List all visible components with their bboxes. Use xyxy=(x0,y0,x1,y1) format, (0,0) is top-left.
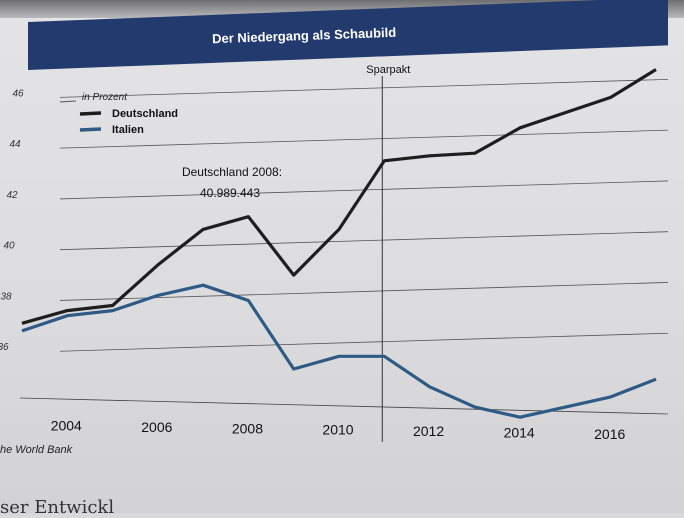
gridline xyxy=(59,282,669,301)
gridline xyxy=(59,78,669,98)
x-tick-label: 2006 xyxy=(141,419,172,435)
y-tick-label: 36 xyxy=(0,342,9,353)
x-axis-ticks: 2004 2006 2008 2010 2012 2014 2016 xyxy=(51,418,626,442)
legend: in Prozent Deutschland Italien xyxy=(59,92,178,136)
gridlines xyxy=(19,78,669,415)
x-tick-label: 2014 xyxy=(504,424,535,440)
legend-swatch-italien xyxy=(79,127,102,132)
y-tick-label: 42 xyxy=(6,190,18,201)
y-axis-ticks: 46 44 42 40 38 36 xyxy=(0,88,24,353)
x-tick-label: 2016 xyxy=(594,426,625,442)
legend-unit-swatch xyxy=(59,100,77,103)
series-line-deutschland xyxy=(21,68,657,325)
event-label: Sparpakt xyxy=(366,64,410,76)
source-credit: he World Bank xyxy=(0,444,73,456)
baseline xyxy=(19,397,669,415)
annotation-value: 40.989.443 xyxy=(200,186,260,200)
series-lines xyxy=(21,68,657,419)
y-tick-label: 40 xyxy=(3,241,15,252)
gridline xyxy=(59,332,669,352)
gridline xyxy=(59,129,669,149)
y-tick-label: 46 xyxy=(12,88,24,99)
annotation: Deutschland 2008: 40.989.443 xyxy=(182,165,282,200)
legend-label-deutschland: Deutschland xyxy=(112,108,178,120)
legend-label-italien: Italien xyxy=(112,124,144,136)
series-line-italien xyxy=(21,283,657,419)
y-tick-label: 38 xyxy=(0,291,12,302)
x-tick-label: 2012 xyxy=(413,423,444,439)
y-tick-label: 44 xyxy=(9,139,21,150)
gridline xyxy=(59,231,669,251)
event-marker: Sparpakt xyxy=(366,64,410,442)
x-tick-label: 2008 xyxy=(232,420,263,436)
x-tick-label: 2004 xyxy=(51,418,82,434)
body-text-fragment: ser Entwickl xyxy=(0,497,115,518)
x-tick-label: 2010 xyxy=(322,422,353,438)
annotation-title: Deutschland 2008: xyxy=(182,165,282,179)
legend-swatch-deutschland xyxy=(79,111,102,116)
legend-unit-label: in Prozent xyxy=(82,92,128,103)
